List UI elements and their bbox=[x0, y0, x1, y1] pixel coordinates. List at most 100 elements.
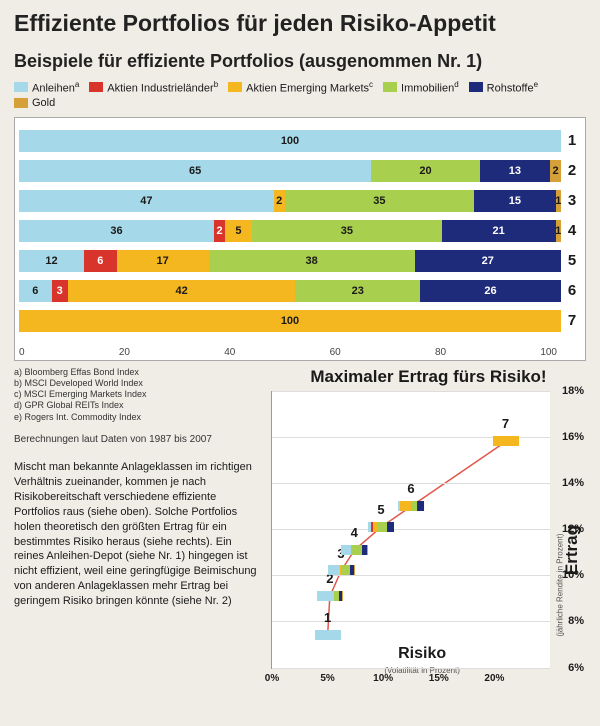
x-tick: 0 bbox=[19, 347, 25, 358]
bar-row: 1007 bbox=[15, 308, 585, 334]
x-tick: 20% bbox=[484, 673, 504, 684]
bar-row: 1001 bbox=[15, 128, 585, 154]
subtitle: Beispiele für effiziente Portfolios (aus… bbox=[14, 51, 586, 72]
main-title: Effiziente Portfolios für jeden Risiko-A… bbox=[14, 10, 586, 37]
bar-segment: 26 bbox=[420, 280, 561, 302]
legend-swatch bbox=[469, 82, 483, 92]
x-tick: 10% bbox=[373, 673, 393, 684]
bar-row-number: 2 bbox=[561, 162, 583, 179]
bar-segment: 1 bbox=[556, 220, 561, 242]
body-text: Mischt man bekannte Anlageklassen im ric… bbox=[14, 460, 259, 608]
scatter-point: 5 bbox=[368, 518, 394, 536]
y-tick: 6% bbox=[568, 662, 584, 674]
y-tick: 8% bbox=[568, 615, 584, 627]
bar-row: 472351513 bbox=[15, 188, 585, 214]
bar-segment: 38 bbox=[209, 250, 415, 272]
bar-segment: 35 bbox=[252, 220, 442, 242]
legend-item: Immobiliend bbox=[383, 80, 459, 95]
scatter-point: 6 bbox=[398, 497, 424, 515]
bar-row-number: 6 bbox=[561, 282, 583, 299]
point-label: 1 bbox=[324, 610, 331, 625]
bar-segment: 17 bbox=[117, 250, 209, 272]
grid-line bbox=[272, 391, 550, 392]
point-segment bbox=[417, 501, 424, 511]
legend-swatch bbox=[89, 82, 103, 92]
y-tick: 10% bbox=[562, 569, 584, 581]
bar-segment: 6 bbox=[84, 250, 117, 272]
point-label: 5 bbox=[377, 502, 384, 517]
x-tick: 100 bbox=[540, 347, 557, 358]
x-tick: 5% bbox=[320, 673, 334, 684]
legend-item: Aktien Industrieländerb bbox=[89, 80, 218, 95]
legend-swatch bbox=[228, 82, 242, 92]
bar-row: 1261738275 bbox=[15, 248, 585, 274]
point-label: 6 bbox=[407, 481, 414, 496]
bar-segment: 6 bbox=[19, 280, 52, 302]
footnote-line: e) Rogers Int. Commodity Index bbox=[14, 412, 259, 423]
scatter-point: 7 bbox=[493, 432, 519, 450]
bar-row: 3625352114 bbox=[15, 218, 585, 244]
scatter-title: Maximaler Ertrag fürs Risiko! bbox=[271, 367, 586, 387]
x-axis-label: Risiko bbox=[398, 645, 446, 663]
x-tick: 20 bbox=[119, 347, 130, 358]
legend-swatch bbox=[14, 82, 28, 92]
grid-line bbox=[272, 575, 550, 576]
legend-swatch bbox=[383, 82, 397, 92]
bar-segment: 15 bbox=[474, 190, 555, 212]
legend-item: Rohstoffee bbox=[469, 80, 538, 95]
footnote-line: c) MSCI Emerging Markets Index bbox=[14, 389, 259, 400]
legend-label: Aktien Industrieländerb bbox=[107, 80, 218, 95]
legend-item: Anleihena bbox=[14, 80, 79, 95]
bar-segment: 36 bbox=[19, 220, 214, 242]
bar-segment: 27 bbox=[415, 250, 561, 272]
x-tick: 15% bbox=[429, 673, 449, 684]
bar-segment: 3 bbox=[52, 280, 68, 302]
bar-segment: 35 bbox=[285, 190, 475, 212]
footnotes: a) Bloomberg Effas Bond Indexb) MSCI Dev… bbox=[14, 367, 259, 423]
point-segment bbox=[352, 545, 361, 555]
x-tick: 60 bbox=[330, 347, 341, 358]
point-segment bbox=[328, 565, 340, 575]
bar-segment: 100 bbox=[19, 130, 561, 152]
bar-segment: 20 bbox=[371, 160, 479, 182]
x-tick: 80 bbox=[435, 347, 446, 358]
footnote-line: a) Bloomberg Effas Bond Index bbox=[14, 367, 259, 378]
y-tick: 18% bbox=[562, 385, 584, 397]
legend-swatch bbox=[14, 98, 28, 108]
scatter-point: 3 bbox=[328, 562, 354, 580]
legend-label: Aktien Emerging Marketsc bbox=[246, 80, 373, 95]
point-segment bbox=[342, 591, 343, 601]
point-label: 4 bbox=[351, 525, 358, 540]
bar-segment: 2 bbox=[550, 160, 561, 182]
bar-segment: 2 bbox=[214, 220, 225, 242]
bar-row: 65201322 bbox=[15, 158, 585, 184]
point-segment bbox=[317, 591, 334, 601]
bar-segment: 5 bbox=[225, 220, 252, 242]
source-note: Berechnungen laut Daten von 1987 bis 200… bbox=[14, 433, 259, 447]
bar-segment: 47 bbox=[19, 190, 274, 212]
footnote-line: d) GPR Global REITs Index bbox=[14, 400, 259, 411]
legend-item: Aktien Emerging Marketsc bbox=[228, 80, 373, 95]
bar-segment: 42 bbox=[68, 280, 296, 302]
scatter-point: 4 bbox=[341, 541, 367, 559]
grid-line bbox=[272, 529, 550, 530]
scatter-point: 1 bbox=[315, 626, 341, 644]
y-tick: 14% bbox=[562, 477, 584, 489]
bar-segment: 65 bbox=[19, 160, 371, 182]
bar-row: 634223266 bbox=[15, 278, 585, 304]
point-segment bbox=[341, 545, 350, 555]
bar-segment: 1 bbox=[556, 190, 561, 212]
point-segment bbox=[400, 501, 411, 511]
legend-label: Gold bbox=[32, 97, 55, 109]
bar-row-number: 7 bbox=[561, 312, 583, 329]
bar-segment: 13 bbox=[480, 160, 550, 182]
legend-label: Immobiliend bbox=[401, 80, 459, 95]
point-segment bbox=[377, 522, 387, 532]
point-segment bbox=[341, 565, 350, 575]
bar-segment: 12 bbox=[19, 250, 84, 272]
stacked-bar-chart: 1001652013224723515133625352114126173827… bbox=[14, 117, 586, 361]
legend-item: Gold bbox=[14, 97, 55, 109]
legend-label: Rohstoffee bbox=[487, 80, 538, 95]
point-segment bbox=[493, 436, 519, 446]
footnote-line: b) MSCI Developed World Index bbox=[14, 378, 259, 389]
